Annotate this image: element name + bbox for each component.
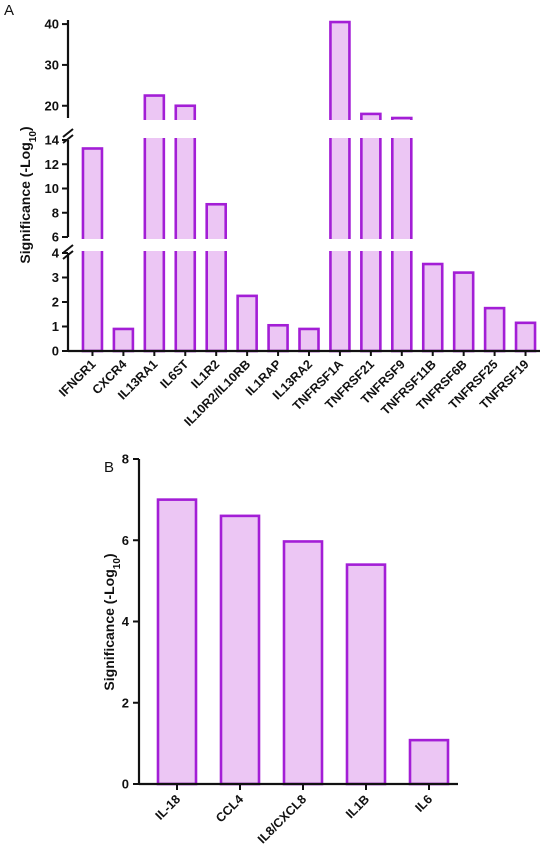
panel-b-label: B xyxy=(104,459,114,476)
y-tick-label: 8 xyxy=(122,452,129,467)
panel-b-y-axis-label: Significance (-Log10) xyxy=(101,553,123,690)
y-tick-label: 8 xyxy=(52,205,59,220)
bar-il8-cxcl8 xyxy=(282,540,324,786)
bar-tnfrsf1a xyxy=(329,20,351,353)
x-tick-label: IFNGR1 xyxy=(56,357,98,399)
axis-break-gaps xyxy=(70,120,542,251)
y-tick-label: 0 xyxy=(122,777,129,792)
bar-tnfrsf9 xyxy=(390,116,413,353)
axis-break-mark xyxy=(62,128,74,138)
bar-tnfrsf21 xyxy=(360,112,382,353)
x-tick-label: IL1B xyxy=(343,792,372,821)
bar-cxcr4 xyxy=(112,327,135,353)
bar-il1rap xyxy=(267,323,289,353)
y-tick-label: 12 xyxy=(45,157,59,172)
y-tick-label: 30 xyxy=(45,57,59,72)
bar-tnfrsf19 xyxy=(514,321,537,353)
y-tick-label: 6 xyxy=(122,533,129,548)
bar-ccl4 xyxy=(219,514,261,786)
y-tick-label: 2 xyxy=(52,295,59,310)
bar-il1r2 xyxy=(205,202,227,353)
panel-b-chart: B Significance (-Log10) 0 2 4 6 8 IL-18 CCL4 I… xyxy=(101,452,458,846)
axis-break-mark xyxy=(62,244,74,254)
bar-tnfrsf11b xyxy=(421,262,444,353)
x-tick-label: IL6ST xyxy=(157,357,191,391)
bar-il13ra2 xyxy=(298,327,320,353)
x-ticks xyxy=(91,351,527,356)
x-tick-label: IL-18 xyxy=(153,792,184,823)
bar-il1b xyxy=(345,563,387,786)
x-tick-label: IL6 xyxy=(412,792,435,815)
y-tick-label: 3 xyxy=(52,270,59,285)
y-tick-label: 4 xyxy=(122,614,130,629)
x-tick-label: IL8/CXCL8 xyxy=(255,792,309,846)
axis-break-mark xyxy=(62,250,74,260)
y-tick-label: 20 xyxy=(45,98,59,113)
panel-a-y-axis-label: Significance (-Log10) xyxy=(17,126,39,263)
bar-il6st xyxy=(174,104,197,353)
y-tick-label: 14 xyxy=(45,133,60,148)
bar-il10r2-il10rb xyxy=(236,294,258,353)
y-tick-label: 40 xyxy=(45,17,59,32)
y-tick-label: 4 xyxy=(52,246,60,261)
panel-a-chart: A Significance (-Log10) 0123468101214203… xyxy=(4,2,542,429)
bar-tnfrsf25 xyxy=(483,306,506,353)
bar-il6 xyxy=(408,738,450,786)
y-tick-label: 1 xyxy=(52,319,59,334)
x-tick-label: CCL4 xyxy=(213,792,246,825)
y-tick-label: 2 xyxy=(122,695,129,710)
y-tick-label: 0 xyxy=(52,344,59,359)
y-tick-label: 10 xyxy=(45,181,59,196)
panel-a-label: A xyxy=(4,2,14,19)
bar-tnfrsf6b xyxy=(452,271,475,353)
y-tick-label: 6 xyxy=(52,230,59,245)
bar-il-18 xyxy=(156,498,198,786)
